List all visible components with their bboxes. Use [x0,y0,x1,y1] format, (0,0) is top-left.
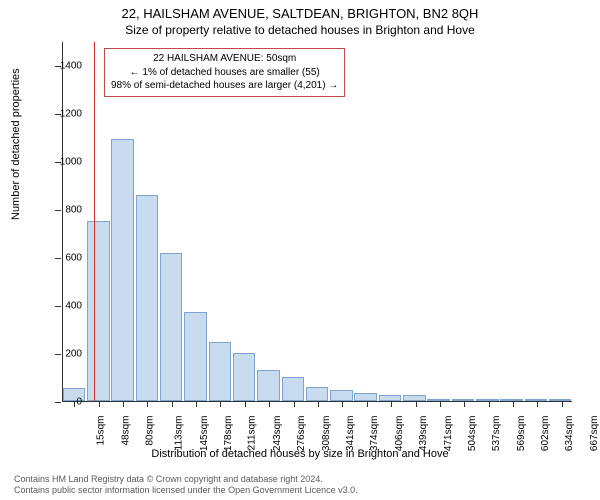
histogram-bar [257,370,279,401]
highlight-line [94,42,96,401]
annotation-line-2: ← 1% of detached houses are smaller (55) [111,66,338,80]
x-tick-label: 113sqm [174,416,185,451]
x-tick-label: 504sqm [467,416,478,452]
histogram-bar [379,395,401,401]
histogram-bar [476,399,498,401]
histogram-bar [111,139,133,401]
footer-text: Contains HM Land Registry data © Crown c… [14,474,358,497]
histogram-bar [452,399,474,401]
chart-area: 22 HAILSHAM AVENUE: 50sqm ← 1% of detach… [62,42,572,402]
x-tick-label: 178sqm [223,416,234,452]
x-tick [537,402,538,407]
x-tick-label: 243sqm [272,416,283,452]
y-tick-label: 200 [48,349,82,360]
x-tick-label: 276sqm [296,416,307,452]
histogram-bar [233,353,255,401]
x-tick [245,402,246,407]
histogram-bar [525,399,547,401]
y-tick-label: 400 [48,301,82,312]
x-tick-label: 471sqm [443,416,454,452]
histogram-bar [136,195,158,401]
y-tick-label: 600 [48,253,82,264]
annotation-line-3: 98% of semi-detached houses are larger (… [111,79,338,93]
x-tick-label: 439sqm [418,416,429,452]
y-axis-label: Number of detached properties [10,68,22,220]
histogram-bar [184,312,206,401]
x-tick-label: 634sqm [564,416,575,452]
histogram-bar [87,221,109,401]
x-tick-label: 308sqm [321,416,332,452]
y-tick-label: 1200 [48,109,82,120]
histogram-bar [403,395,425,401]
x-tick [440,402,441,407]
x-tick [318,402,319,407]
footer-line-1: Contains HM Land Registry data © Crown c… [14,474,358,485]
x-tick-label: 15sqm [96,416,107,446]
x-tick-label: 667sqm [589,416,600,452]
page-title: 22, HAILSHAM AVENUE, SALTDEAN, BRIGHTON,… [0,0,600,21]
x-tick-label: 48sqm [120,416,131,446]
y-tick-label: 800 [48,205,82,216]
y-tick-label: 1000 [48,157,82,168]
histogram-bar [549,399,571,401]
histogram-bar [500,399,522,401]
x-tick-label: 211sqm [247,416,258,451]
x-tick [99,402,100,407]
x-tick [391,402,392,407]
x-tick [464,402,465,407]
x-tick [196,402,197,407]
histogram-bar [209,342,231,401]
footer-line-2: Contains public sector information licen… [14,485,358,496]
x-tick-label: 602sqm [540,416,551,452]
x-tick [123,402,124,407]
x-tick-label: 374sqm [369,416,380,452]
x-tick [562,402,563,407]
x-tick [342,402,343,407]
x-tick [294,402,295,407]
histogram-bar [330,390,352,401]
x-tick-label: 406sqm [394,416,405,452]
x-tick [269,402,270,407]
x-tick [172,402,173,407]
x-tick-label: 537sqm [491,416,502,452]
histogram-bar [427,399,449,401]
x-tick-label: 80sqm [144,416,155,446]
x-tick-label: 569sqm [516,416,527,452]
x-tick [416,402,417,407]
x-tick [147,402,148,407]
histogram-bar [354,393,376,401]
x-tick [220,402,221,407]
annotation-line-1: 22 HAILSHAM AVENUE: 50sqm [111,52,338,66]
annotation-box: 22 HAILSHAM AVENUE: 50sqm ← 1% of detach… [104,48,345,97]
x-tick [489,402,490,407]
histogram-bar [306,387,328,401]
histogram-bar [160,253,182,401]
page-subtitle: Size of property relative to detached ho… [0,21,600,37]
x-tick-label: 145sqm [199,416,210,452]
x-tick [367,402,368,407]
x-tick-label: 341sqm [345,416,356,452]
x-tick [513,402,514,407]
y-tick-label: 0 [48,397,82,408]
y-tick-label: 1400 [48,61,82,72]
histogram-bar [282,377,304,401]
